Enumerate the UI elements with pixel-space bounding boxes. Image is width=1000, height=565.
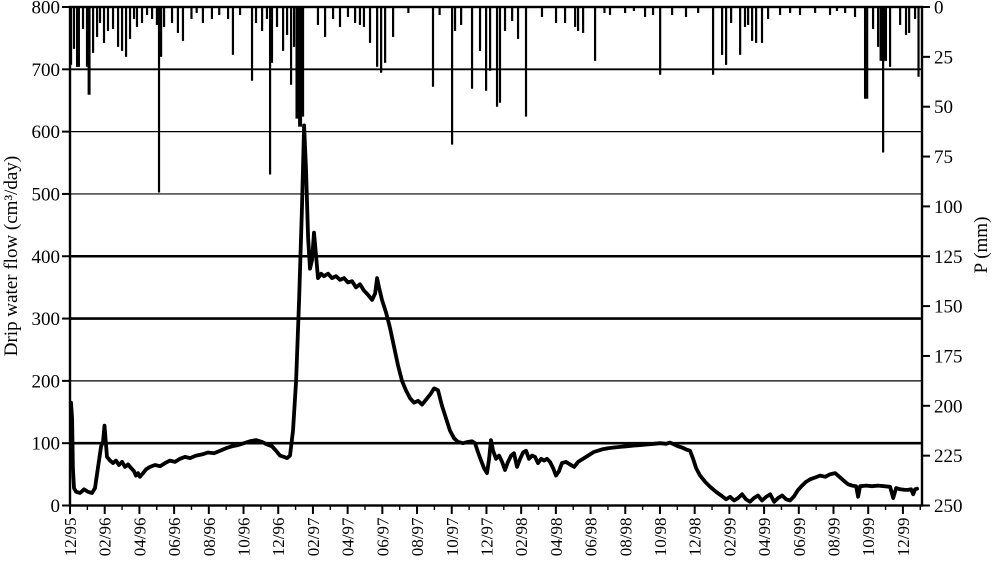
left-axis-tick-label: 700 [32,60,61,81]
left-axis-tick-label: 400 [32,247,61,268]
x-tick-label: 02/99 [720,518,739,557]
x-tick-label: 08/96 [200,518,219,557]
right-axis-title: P (mm) [971,217,992,274]
right-axis-tick-label: 200 [934,396,963,417]
x-tick-label: 02/96 [96,518,115,557]
x-tick-label: 10/98 [651,518,670,557]
chart-generated-layers: 0 100 200 300 400 500 600 700 800 0 25 50 75 100 125 15… [32,0,963,556]
x-tick-label: 12/98 [686,518,705,557]
x-tick-label: 04/99 [755,518,774,557]
right-axis-tick-label: 0 [934,0,944,19]
right-axis-tick-label: 175 [934,346,963,367]
left-axis-tick-label: 200 [32,371,61,392]
x-tick-label: 12/97 [477,517,496,556]
x-tick-label: 08/98 [616,518,635,557]
x-tick-label: 08/97 [408,517,427,556]
x-tick-label: 06/99 [790,518,809,557]
x-tick-label: 02/98 [512,518,531,557]
drip-flow-line [69,123,919,504]
x-tick-label: 06/96 [165,518,184,557]
x-tick-label: 04/96 [130,518,149,557]
x-tick-label: 12/96 [269,518,288,557]
right-axis-tick-label: 125 [934,247,963,268]
right-axis-tick-label: 150 [934,297,963,318]
right-axis-tick-label: 225 [934,446,963,467]
right-axis-tick-label: 75 [934,147,953,168]
x-tick-label: 04/98 [547,518,566,557]
left-axis-tick-label: 600 [32,122,61,143]
left-axis-tick-label: 500 [32,184,61,205]
right-axis-tick-label: 25 [934,47,953,68]
right-axis-tick-label: 50 [934,97,953,118]
x-tick-label: 12/95 [61,518,80,557]
right-axis-tick-label: 250 [934,496,963,517]
left-axis-tick-label: 0 [51,496,61,517]
left-axis-tick-label: 300 [32,309,61,330]
x-tick-label: 12/99 [894,518,913,557]
x-tick-label: 10/99 [859,518,878,557]
left-axis-tick-label: 800 [32,0,61,19]
x-tick-label: 06/98 [582,518,601,557]
right-axis-tick-label: 100 [934,197,963,218]
x-tick-label: 06/97 [373,517,392,556]
x-tick-label: 04/97 [339,517,358,556]
x-tick-label: 10/97 [443,517,462,556]
x-tick-label: 10/96 [235,518,254,557]
x-tick-label: 02/97 [304,517,323,556]
left-axis-tick-label: 100 [32,434,61,455]
x-tick-label: 08/99 [825,518,844,557]
left-axis-title: Drip water flow (cm³/day) [1,156,22,356]
